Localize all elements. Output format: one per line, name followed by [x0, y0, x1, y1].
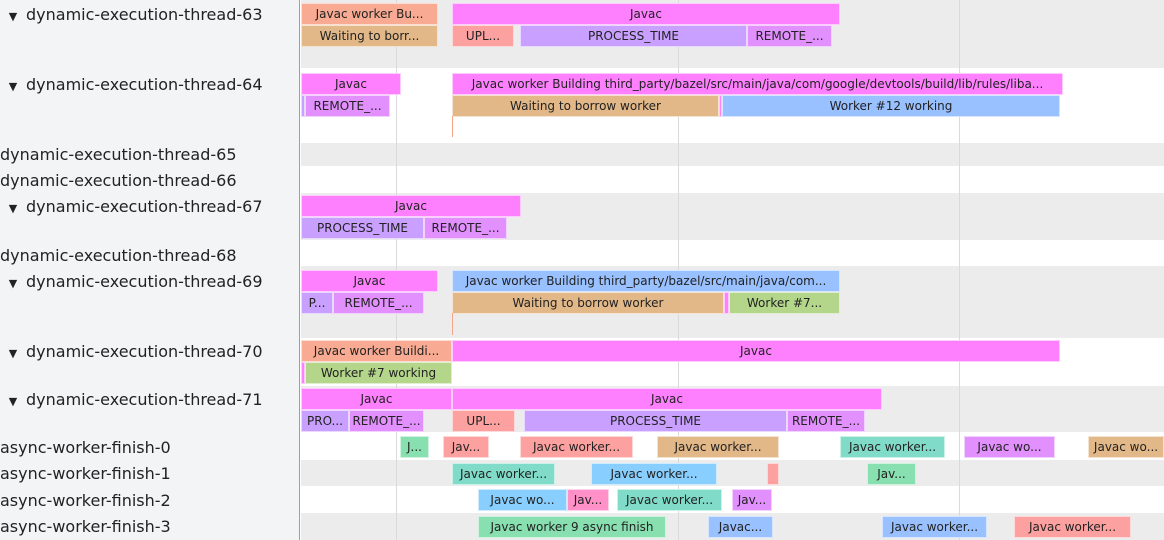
trace-slice[interactable]: PROCESS_TIME — [524, 410, 787, 432]
timeline-panel[interactable]: Javac worker Bu... Javac Waiting to borr..… — [301, 0, 1164, 540]
trace-slice[interactable]: PRO... — [301, 410, 349, 432]
track-name: async-worker-finish-2 — [0, 491, 171, 510]
trace-slice[interactable]: Javac worker Building third_party/bazel/… — [452, 270, 840, 292]
trace-slice[interactable]: Javac worker... — [840, 436, 945, 458]
trace-slice[interactable]: Javac worker Buildi... — [301, 340, 452, 362]
track-label[interactable]: ▼ dynamic-execution-thread-67 — [0, 197, 263, 219]
track-name: dynamic-execution-thread-63 — [26, 5, 263, 24]
track-label[interactable]: dynamic-execution-thread-68 — [0, 246, 237, 266]
expand-chevron-icon[interactable]: ▼ — [8, 80, 18, 93]
trace-slice[interactable]: Javac worker... — [1014, 516, 1131, 538]
trace-slice[interactable]: REMOTE_... — [349, 410, 424, 432]
trace-slice[interactable]: Javac worker... — [452, 463, 555, 485]
track-label[interactable]: async-worker-finish-3 — [0, 517, 171, 537]
track-label[interactable]: async-worker-finish-0 — [0, 438, 171, 458]
trace-slice[interactable]: Javac wo... — [478, 489, 567, 511]
track-name: dynamic-execution-thread-67 — [26, 197, 263, 216]
trace-slice[interactable]: Jav... — [867, 463, 916, 485]
trace-slice[interactable]: J... — [400, 436, 429, 458]
trace-slice[interactable]: Javac worker... — [520, 436, 633, 458]
trace-slice[interactable]: Javac... — [708, 516, 773, 538]
trace-slice[interactable]: UPL... — [452, 25, 514, 47]
trace-slice[interactable]: Javac worker... — [657, 436, 779, 458]
trace-slice[interactable]: Javac — [452, 3, 840, 25]
trace-slice[interactable]: Waiting to borr... — [301, 25, 438, 47]
trace-slice[interactable]: UPL... — [452, 410, 515, 432]
trace-slice[interactable] — [301, 95, 305, 117]
track-label[interactable]: ▼ dynamic-execution-thread-64 — [0, 75, 263, 97]
trace-slice[interactable] — [719, 95, 722, 117]
expand-chevron-icon[interactable]: ▼ — [8, 202, 18, 215]
track-background — [301, 143, 1164, 166]
expand-chevron-icon[interactable]: ▼ — [8, 395, 18, 408]
trace-slice[interactable] — [767, 463, 779, 485]
track-background — [301, 460, 1164, 486]
trace-slice[interactable]: Javac worker... — [617, 489, 722, 511]
track-name: async-worker-finish-1 — [0, 464, 171, 483]
track-name: dynamic-execution-thread-69 — [26, 272, 263, 291]
track-name: async-worker-finish-0 — [0, 438, 171, 457]
trace-slice[interactable]: Jav... — [567, 489, 609, 511]
track-name: dynamic-execution-thread-70 — [26, 342, 263, 361]
trace-slice[interactable]: Jav... — [443, 436, 489, 458]
flow-marker — [452, 116, 453, 137]
track-labels-panel: ▼ dynamic-execution-thread-63 ▼ dynamic-exe… — [0, 0, 300, 540]
track-name: async-worker-finish-3 — [0, 517, 171, 536]
trace-slice[interactable]: Javac — [301, 73, 401, 95]
trace-slice[interactable]: REMOTE_... — [747, 25, 832, 47]
trace-slice[interactable]: Worker #7 working — [305, 362, 452, 384]
trace-slice[interactable]: Javac wo... — [1088, 436, 1164, 458]
trace-slice[interactable]: Javac worker... — [591, 463, 717, 485]
flow-marker — [452, 313, 453, 335]
trace-slice[interactable] — [301, 362, 305, 384]
trace-slice[interactable]: Javac worker Building third_party/bazel/… — [452, 73, 1063, 95]
trace-slice[interactable]: REMOTE_... — [787, 410, 865, 432]
track-name: dynamic-execution-thread-65 — [0, 145, 237, 164]
trace-slice[interactable]: P... — [301, 292, 333, 314]
trace-slice[interactable]: Javac worker Bu... — [301, 3, 438, 25]
trace-slice[interactable]: Jav... — [732, 489, 772, 511]
trace-slice[interactable]: Waiting to borrow worker — [452, 292, 724, 314]
trace-slice[interactable]: Waiting to borrow worker — [452, 95, 719, 117]
trace-slice[interactable]: Worker #7... — [729, 292, 840, 314]
track-name: dynamic-execution-thread-66 — [0, 171, 237, 190]
trace-slice[interactable]: REMOTE_... — [424, 217, 507, 239]
trace-slice[interactable]: REMOTE_... — [305, 95, 390, 117]
trace-slice[interactable] — [724, 292, 729, 314]
track-label[interactable]: ▼ dynamic-execution-thread-70 — [0, 342, 263, 364]
expand-chevron-icon[interactable]: ▼ — [8, 10, 18, 23]
trace-slice[interactable]: Javac wo... — [964, 436, 1055, 458]
trace-slice[interactable]: Javac worker 9 async finish — [478, 516, 666, 538]
trace-slice[interactable]: Javac — [301, 388, 452, 410]
track-name: dynamic-execution-thread-68 — [0, 246, 237, 265]
track-name: dynamic-execution-thread-71 — [26, 390, 263, 409]
trace-slice[interactable]: Javac — [452, 340, 1060, 362]
trace-slice[interactable]: Javac — [452, 388, 882, 410]
trace-slice[interactable]: Worker #12 working — [722, 95, 1060, 117]
expand-chevron-icon[interactable]: ▼ — [8, 277, 18, 290]
trace-slice[interactable]: Javac — [301, 270, 438, 292]
track-label[interactable]: ▼ dynamic-execution-thread-71 — [0, 390, 263, 412]
trace-slice[interactable]: REMOTE_... — [333, 292, 424, 314]
track-label[interactable]: async-worker-finish-1 — [0, 464, 171, 484]
trace-slice[interactable]: PROCESS_TIME — [520, 25, 747, 47]
track-label[interactable]: dynamic-execution-thread-65 — [0, 145, 237, 165]
track-label[interactable]: ▼ dynamic-execution-thread-69 — [0, 272, 263, 294]
trace-slice[interactable]: PROCESS_TIME — [301, 217, 424, 239]
track-label[interactable]: async-worker-finish-2 — [0, 491, 171, 511]
trace-slice[interactable]: Javac worker... — [882, 516, 987, 538]
grid-line — [959, 0, 960, 540]
track-label[interactable]: dynamic-execution-thread-66 — [0, 171, 237, 191]
trace-slice[interactable]: Javac — [301, 195, 521, 217]
track-label[interactable]: ▼ dynamic-execution-thread-63 — [0, 5, 263, 27]
expand-chevron-icon[interactable]: ▼ — [8, 347, 18, 360]
track-name: dynamic-execution-thread-64 — [26, 75, 263, 94]
